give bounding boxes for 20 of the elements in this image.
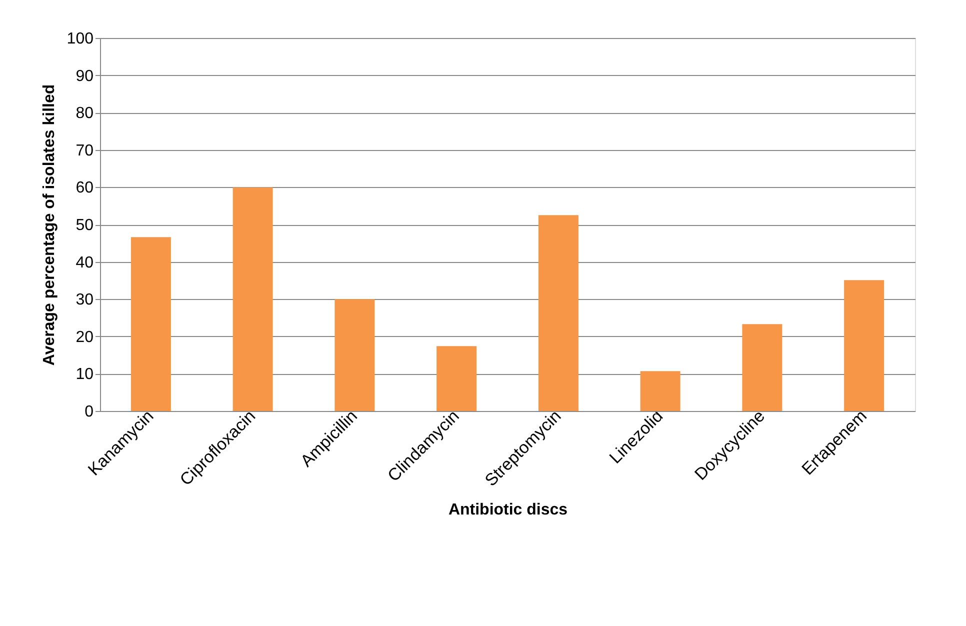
x-axis-title: Antibiotic discs xyxy=(448,501,568,518)
y-axis-title: Average percentage of isolates killed xyxy=(40,84,58,366)
y-tick-label: 90 xyxy=(76,68,94,85)
bar xyxy=(130,237,171,411)
y-tick-label: 70 xyxy=(76,142,94,160)
y-tick-label: 40 xyxy=(76,254,94,272)
bar xyxy=(232,187,273,411)
y-tick-label: 50 xyxy=(76,217,94,234)
bar xyxy=(334,299,375,411)
bar xyxy=(844,280,884,411)
y-tick-label: 30 xyxy=(76,292,94,309)
bar xyxy=(538,215,578,411)
bar xyxy=(742,324,782,411)
bar xyxy=(640,371,680,411)
y-tick-label: 20 xyxy=(76,328,94,346)
bar xyxy=(436,346,477,411)
y-tick-label: 80 xyxy=(76,105,94,122)
y-tick-label: 100 xyxy=(66,30,94,48)
y-tick-label: 10 xyxy=(76,366,94,384)
y-tick-label: 60 xyxy=(76,180,94,197)
